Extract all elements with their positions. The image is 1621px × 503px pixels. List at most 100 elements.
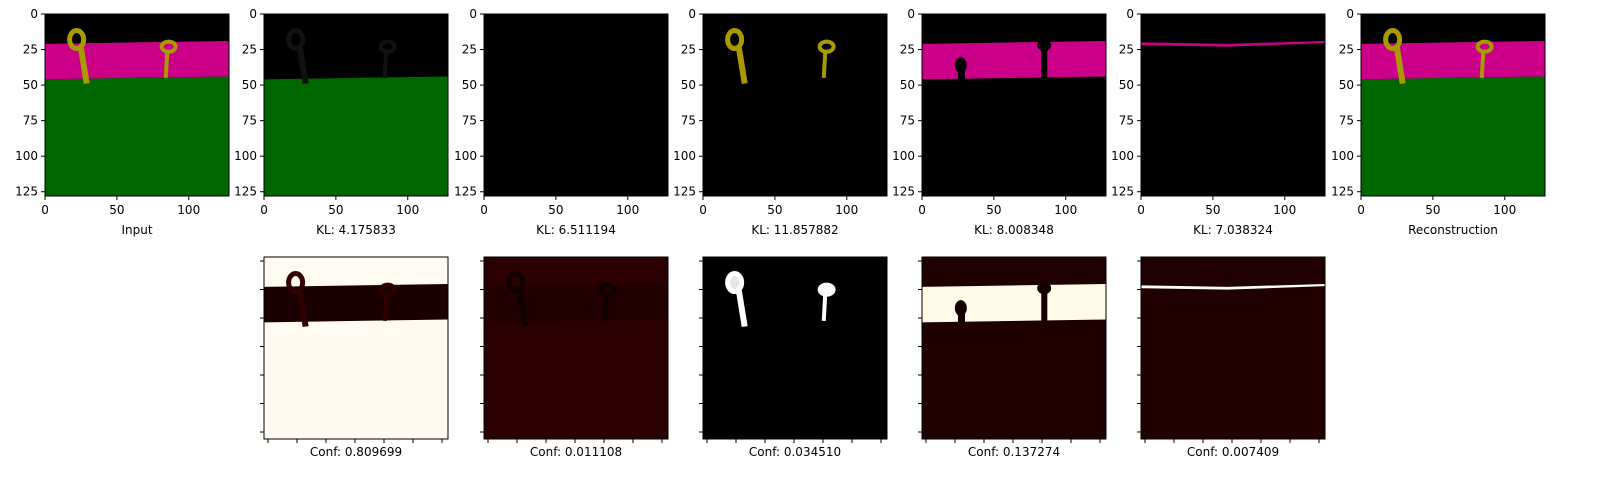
top-panel: 0 50 100 0 25 50 75 100 125 KL: 6.511194 — [454, 7, 669, 237]
heatmap — [703, 257, 887, 439]
key-ring — [159, 39, 178, 54]
frame — [483, 13, 669, 197]
hole — [1037, 39, 1052, 52]
bottom-panel: Conf: 0.011108 — [480, 256, 669, 459]
key-shaft — [735, 47, 748, 85]
background — [922, 257, 1106, 439]
panel-label: KL: 8.008348 — [974, 223, 1054, 237]
key-shaft — [163, 52, 170, 79]
band — [45, 40, 229, 80]
y-tick-label: 0 — [1126, 7, 1134, 21]
panel-label: KL: 7.038324 — [1193, 223, 1273, 237]
background — [1141, 14, 1325, 196]
bottom-panel: Conf: 0.007409 — [1137, 256, 1326, 459]
background — [484, 257, 668, 439]
y-tick-label: 0 — [249, 7, 257, 21]
y-tick-label: 75 — [23, 114, 38, 128]
image — [484, 14, 668, 196]
key-fill — [727, 273, 742, 292]
frame — [921, 256, 1107, 440]
y-tick-label: 75 — [900, 114, 915, 128]
band — [922, 40, 1106, 80]
y-tick-label: 100 — [892, 149, 915, 163]
x-tick-label: 0 — [41, 203, 49, 217]
band — [922, 283, 1106, 323]
key-ring — [506, 271, 526, 295]
frame — [1360, 13, 1546, 197]
band — [484, 283, 668, 323]
hole — [1037, 282, 1052, 295]
y-tick-label: 125 — [892, 185, 915, 199]
ground — [264, 76, 448, 196]
key-ring — [286, 28, 306, 52]
frame — [921, 13, 1107, 197]
x-tick-label: 0 — [918, 203, 926, 217]
y-tick-label: 50 — [23, 78, 38, 92]
panel-label: Conf: 0.809699 — [310, 445, 402, 459]
background — [922, 14, 1106, 196]
frame — [44, 13, 230, 197]
y-tick-label: 100 — [234, 149, 257, 163]
x-tick-label: 50 — [767, 203, 782, 217]
band — [264, 283, 448, 323]
panel-label: Input — [121, 223, 152, 237]
y-tick-label: 25 — [1119, 43, 1134, 57]
y-tick-label: 25 — [23, 43, 38, 57]
top-panel: 0 50 100 0 25 50 75 100 125 KL: 4.175833 — [234, 7, 449, 237]
bottom-panel: Conf: 0.137274 — [918, 256, 1107, 459]
x-tick-label: 0 — [1357, 203, 1365, 217]
hole — [1041, 291, 1048, 322]
top-panel: 0 50 100 0 25 50 75 100 125 KL: 7.038324 — [1111, 7, 1326, 237]
y-tick-label: 25 — [900, 43, 915, 57]
key-ring — [817, 39, 836, 54]
y-tick-label: 75 — [681, 114, 696, 128]
x-tick-label: 100 — [1273, 203, 1296, 217]
top-panel: 0 50 100 0 25 50 75 100 125 Reconstruction — [1331, 7, 1546, 237]
image — [703, 14, 887, 196]
frame — [483, 256, 669, 440]
bottom-panel: Conf: 0.034510 — [699, 256, 888, 459]
y-tick-label: 50 — [1339, 78, 1354, 92]
band — [1361, 40, 1545, 80]
panel-label: KL: 4.175833 — [316, 223, 396, 237]
y-tick-label: 125 — [1331, 185, 1354, 199]
y-tick-label: 75 — [242, 114, 257, 128]
panel-label: KL: 6.511194 — [536, 223, 616, 237]
key-ring — [1475, 39, 1494, 54]
image — [922, 14, 1106, 196]
key-shaft — [735, 290, 748, 328]
background — [264, 257, 448, 439]
y-tick-label: 0 — [469, 7, 477, 21]
top-panel: 0 50 100 0 25 50 75 100 125 KL: 11.857882 — [673, 7, 888, 237]
x-tick-label: 50 — [328, 203, 343, 217]
panel-label: Conf: 0.007409 — [1187, 445, 1279, 459]
y-tick-label: 100 — [1331, 149, 1354, 163]
panel-label: Reconstruction — [1408, 223, 1498, 237]
y-tick-label: 0 — [1346, 7, 1354, 21]
y-tick-label: 125 — [15, 185, 38, 199]
x-tick-label: 100 — [177, 203, 200, 217]
y-tick-label: 0 — [688, 7, 696, 21]
y-tick-label: 25 — [242, 43, 257, 57]
y-tick-label: 25 — [681, 43, 696, 57]
y-tick-label: 75 — [462, 114, 477, 128]
frame — [1140, 13, 1326, 197]
key-shaft — [602, 295, 609, 322]
x-tick-label: 0 — [1137, 203, 1145, 217]
y-tick-label: 75 — [1339, 114, 1354, 128]
x-tick-label: 100 — [616, 203, 639, 217]
y-tick-label: 50 — [242, 78, 257, 92]
ground — [1361, 76, 1545, 196]
image — [1361, 14, 1545, 196]
key-shaft — [821, 52, 828, 79]
thin-band — [1141, 283, 1325, 290]
y-tick-label: 0 — [907, 7, 915, 21]
hole — [957, 65, 965, 82]
key-ring — [725, 28, 745, 52]
key-shaft — [1393, 47, 1406, 85]
key-ring — [378, 282, 397, 297]
thin-band — [1141, 40, 1325, 47]
ground — [45, 76, 229, 196]
top-panel: 0 50 100 0 25 50 75 100 125 KL: 8.008348 — [892, 7, 1107, 237]
key-ring — [598, 282, 617, 297]
